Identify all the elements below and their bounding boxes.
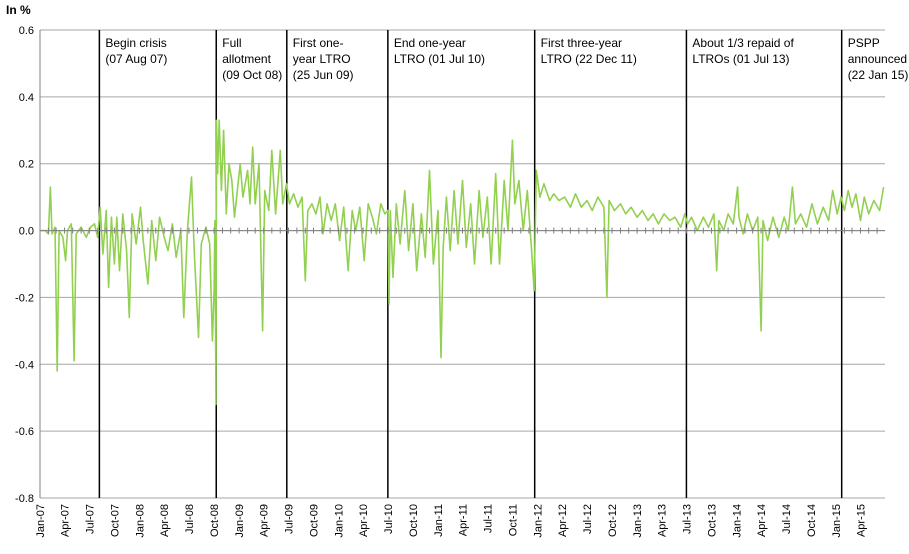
series-layer [41, 119, 885, 406]
y-tick-label: 0.4 [19, 92, 34, 104]
event-annotation-line: announced [848, 52, 907, 66]
event-annotation-line: LTRO (22 Dec 11) [541, 52, 637, 66]
event-annotation-line: (07 Aug 07) [105, 52, 167, 66]
x-tick-label: Oct-09 [308, 504, 320, 537]
x-tick-label: Apr-12 [557, 504, 569, 537]
gridlines [40, 29, 885, 499]
event-annotation-line: allotment [222, 52, 271, 66]
event-annotation: Begin crisis (07 Aug 07) [105, 36, 167, 66]
x-tick-label: Jul-11 [482, 504, 494, 533]
event-annotations: Begin crisis (07 Aug 07) Full allotment (09 … [105, 36, 908, 82]
event-annotation: First three-year LTRO (22 Dec 11) [541, 36, 637, 66]
x-tick-label: Apr-13 [657, 504, 669, 537]
x-tick-label: Oct-14 [806, 504, 818, 537]
x-tick-label: Oct-11 [507, 504, 519, 536]
x-tick-label: Jan-09 [234, 504, 246, 538]
event-annotation-line: Begin crisis [105, 36, 166, 50]
event-annotation: First one-year LTRO (25 Jun 09) [293, 36, 354, 82]
x-tick-label: Apr-15 [855, 504, 867, 537]
event-annotation-line: (09 Oct 08) [222, 68, 282, 82]
event-annotation-line: LTROs (01 Jul 13) [692, 52, 789, 66]
x-tick-label: Jul-10 [383, 504, 395, 534]
x-tick-label: Apr-07 [60, 504, 72, 537]
x-tick-label: Oct-12 [607, 504, 619, 537]
x-tick-label: Apr-14 [756, 504, 768, 537]
x-tick-label: Jul-13 [681, 504, 693, 534]
x-tick-label: Jan-08 [134, 504, 146, 538]
x-tick-label: Jan-10 [334, 504, 346, 538]
event-annotation-line: LTRO (01 Jul 10) [394, 52, 485, 66]
event-annotation-line: First three-year [541, 36, 622, 50]
x-tick-label: Jul-08 [184, 504, 196, 534]
x-tick-label: Apr-11 [458, 504, 470, 536]
axes [39, 30, 885, 498]
event-annotation-line: About 1/3 repaid of [692, 36, 794, 50]
y-unit-label: In % [6, 3, 31, 17]
x-tick-label: Jan-14 [732, 504, 744, 538]
event-annotation: PSPP announced (22 Jan 15) [848, 36, 909, 82]
event-annotation-line: Full [222, 36, 241, 50]
event-annotation-line: End one-year [394, 36, 466, 50]
event-annotation-line: (22 Jan 15) [848, 68, 909, 82]
event-annotation-line: year LTRO [293, 52, 351, 66]
y-tick-label: -0.2 [15, 292, 34, 304]
y-tick-label: 0.2 [19, 159, 34, 171]
x-tick-label: Oct-07 [109, 504, 121, 537]
series-line [41, 119, 885, 406]
event-annotation-line: PSPP [848, 36, 880, 50]
x-tick-label: Jan-13 [632, 504, 644, 538]
x-tick-label: Jan-15 [831, 504, 843, 538]
x-tick-label: Jan-12 [532, 504, 544, 538]
x-tick-label: Oct-13 [706, 504, 718, 537]
y-tick-label: 0.6 [19, 25, 34, 37]
x-tick-label: Jul-12 [582, 504, 594, 534]
x-tick-label: Apr-09 [259, 504, 271, 537]
y-tick-label: -0.8 [15, 493, 34, 505]
x-tick-label: Oct-08 [209, 504, 221, 537]
x-tick-label: Jul-09 [283, 504, 295, 534]
x-tick-label: Jan-11 [433, 504, 445, 537]
y-tick-label: 0.0 [19, 226, 34, 238]
x-tick-label: Jan-07 [35, 504, 47, 538]
y-tick-label: -0.4 [15, 359, 34, 371]
x-tick-label: Jul-14 [781, 504, 793, 534]
x-tick-label: Apr-10 [358, 504, 370, 537]
event-annotation-line: (25 Jun 09) [293, 68, 354, 82]
x-tick-label: Jul-07 [84, 504, 96, 534]
event-annotation-line: First one- [293, 36, 344, 50]
x-tick-label: Oct-10 [408, 504, 420, 537]
x-tick-label: Apr-08 [159, 504, 171, 537]
y-tick-label: -0.6 [15, 426, 34, 438]
event-annotation: About 1/3 repaid of LTROs (01 Jul 13) [692, 36, 794, 66]
event-annotation: End one-year LTRO (01 Jul 10) [394, 36, 485, 66]
event-annotation: Full allotment (09 Oct 08) [222, 36, 282, 82]
